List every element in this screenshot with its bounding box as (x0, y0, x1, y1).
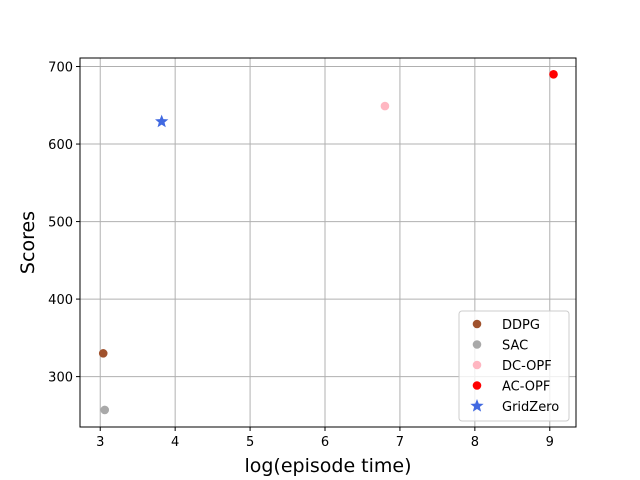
x-tick-label: 3 (96, 435, 104, 450)
y-tick-label: 700 (48, 61, 73, 76)
legend-label-sac: SAC (502, 339, 528, 354)
legend-marker-sac (472, 340, 482, 349)
point-gridzero (155, 114, 169, 128)
x-tick-label: 6 (321, 435, 329, 450)
data-points (98, 69, 558, 415)
legend-label-ac-opf: AC-OPF (502, 380, 550, 395)
point-dc-opf (380, 101, 390, 111)
plot-frame (79, 57, 577, 428)
y-tick-label: 600 (48, 138, 73, 153)
legend-box (458, 310, 570, 422)
grid-lines (80, 58, 576, 427)
legend-label-gridzero: GridZero (502, 400, 559, 415)
legend-marker-ddpg (472, 319, 482, 329)
y-tick-label: 400 (48, 293, 73, 308)
x-tick-label: 7 (396, 435, 404, 450)
legend: DDPG SAC DC-OPF AC-OPF GridZero (458, 310, 570, 422)
x-tick-label: 4 (171, 435, 179, 450)
y-axis-label: Scores (17, 211, 39, 274)
y-tick-label: 300 (48, 371, 73, 386)
axis-ticks: 3 4 5 6 7 8 9 300 400 500 600 700 (48, 61, 554, 450)
legend-marker-ac-opf (472, 381, 482, 390)
x-tick-label: 8 (471, 435, 479, 450)
legend-label-dc-opf: DC-OPF (502, 359, 552, 374)
point-sac (100, 405, 110, 415)
legend-label-ddpg: DDPG (502, 318, 540, 333)
x-tick-label: 5 (246, 435, 254, 450)
legend-marker-dc-opf (472, 360, 482, 370)
point-ddpg (98, 349, 108, 358)
legend-marker-gridzero (470, 399, 484, 412)
x-axis-label: log(episode time) (244, 455, 411, 477)
point-ac-opf (549, 69, 558, 79)
x-tick-label: 9 (546, 435, 554, 450)
y-tick-label: 500 (48, 216, 73, 231)
